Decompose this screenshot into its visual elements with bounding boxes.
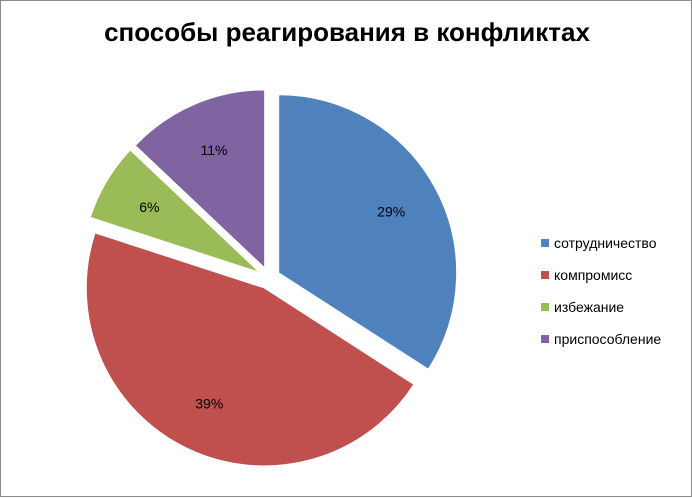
pie-slice-3 [89, 149, 260, 273]
data-label-2: 39% [195, 396, 223, 412]
legend-swatch-4 [541, 335, 549, 343]
legend-label-4: приспособление [554, 331, 662, 347]
pie-slice-2 [85, 232, 415, 467]
legend-swatch-3 [541, 303, 549, 311]
chart-title: способы реагирования в конфликтах [104, 17, 590, 47]
legend-swatch-1 [541, 239, 549, 247]
data-label-1: 29% [377, 203, 405, 219]
pie-slice-4 [134, 89, 266, 270]
legend-label-2: компромисс [554, 267, 633, 283]
data-label-4: 11% [200, 142, 227, 158]
legend-label-3: избежание [554, 299, 625, 315]
data-label-3: 6% [139, 199, 159, 215]
legend-swatch-2 [541, 271, 549, 279]
pie-slice-1 [278, 94, 458, 370]
legend-label-1: сотрудничество [554, 235, 657, 251]
